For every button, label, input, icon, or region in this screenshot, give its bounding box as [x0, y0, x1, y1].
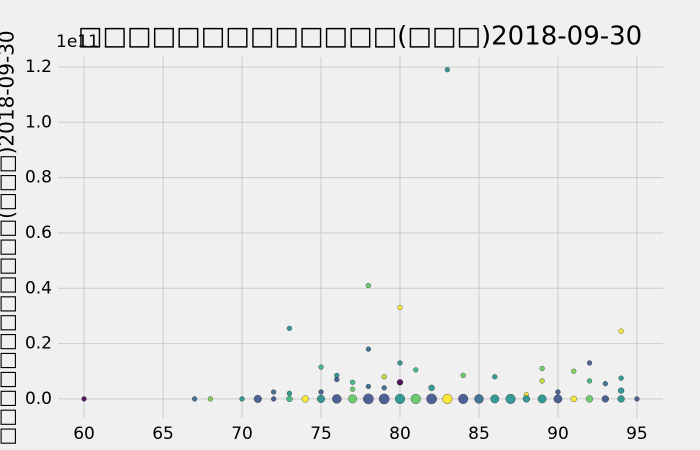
chart-title: □□□□□□□□□□□□□(□□□)2018-09-30	[78, 22, 642, 52]
scatter-point	[426, 393, 437, 405]
x-tick-label: 90	[547, 424, 569, 444]
y-tick-label: 0.6	[25, 223, 52, 243]
scatter-point	[286, 390, 293, 396]
scatter-point	[378, 393, 390, 405]
scatter-point	[192, 396, 198, 402]
scatter-point	[505, 393, 516, 404]
scatter-point	[317, 394, 326, 403]
scatter-point	[618, 375, 624, 381]
scatter-point	[365, 346, 372, 352]
scatter-point	[428, 384, 435, 391]
scatter-point	[332, 394, 342, 404]
scatter-point	[539, 378, 545, 384]
y-tick-label: 0.0	[25, 389, 52, 409]
scatter-point	[618, 328, 624, 334]
y-tick-label: 0.8	[25, 168, 52, 188]
scatter-point	[318, 364, 324, 370]
scatter-point	[555, 389, 561, 395]
scatter-point	[601, 395, 609, 403]
scatter-point	[271, 396, 277, 402]
scatter-point	[586, 378, 593, 384]
scatter-point	[286, 325, 293, 331]
scatter-point	[490, 394, 500, 404]
scatter-point	[410, 393, 421, 404]
y-tick-label: 1.0	[25, 112, 52, 132]
scatter-point	[286, 395, 293, 403]
scatter-point	[394, 393, 405, 404]
y-axis-label: □□□□□□□□□□□□(□□□)2018-09-30	[0, 30, 19, 445]
x-tick-label: 85	[468, 424, 490, 444]
scatter-point	[617, 395, 625, 403]
scatter-point	[271, 389, 277, 395]
x-tick-label: 70	[231, 424, 253, 444]
scatter-point	[634, 396, 640, 402]
y-tick-label: 0.2	[25, 334, 52, 354]
scatter-point	[301, 395, 309, 403]
x-tick-label: 60	[73, 424, 95, 444]
scatter-point	[239, 396, 245, 402]
x-tick-label: 95	[626, 424, 648, 444]
scatter-point	[81, 396, 87, 402]
x-tick-label: 80	[389, 424, 411, 444]
scatter-point	[571, 368, 577, 374]
scatter-point	[349, 386, 356, 392]
scatter-point	[363, 393, 374, 405]
scatter-point	[207, 396, 214, 402]
scatter-point	[460, 372, 466, 379]
scatter-point	[397, 305, 403, 311]
scatter-point	[365, 282, 372, 289]
scatter-point	[413, 367, 419, 373]
scatter-point	[349, 379, 356, 385]
scatter-point	[444, 67, 450, 73]
x-tick-label: 65	[152, 424, 174, 444]
scatter-point	[474, 394, 484, 404]
scatter-point	[253, 394, 262, 403]
scatter-point	[442, 393, 453, 404]
y-offset-text: 1e11	[56, 32, 99, 52]
scatter-point	[585, 395, 594, 403]
scatter-point	[365, 383, 372, 390]
scatter-point	[586, 360, 593, 366]
scatter-point	[617, 387, 625, 394]
scatter-point	[539, 365, 545, 372]
scatter-point	[492, 374, 498, 380]
scatter-point	[602, 381, 608, 387]
scatter-point	[570, 395, 577, 403]
y-tick-label: 0.4	[25, 278, 52, 298]
x-tick-label: 75	[310, 424, 332, 444]
scatter-point	[537, 394, 547, 404]
scatter-point	[397, 360, 403, 366]
scatter-point	[522, 395, 530, 403]
scatter-point	[381, 374, 387, 380]
scatter-point	[458, 393, 469, 404]
y-tick-label: 1.2	[25, 57, 52, 77]
scatter-point	[334, 376, 340, 383]
scatter-point	[396, 379, 404, 386]
scatter-point	[381, 385, 387, 391]
scatter-point	[553, 394, 563, 404]
scatter-point	[348, 394, 357, 404]
scatter-point	[318, 389, 324, 395]
